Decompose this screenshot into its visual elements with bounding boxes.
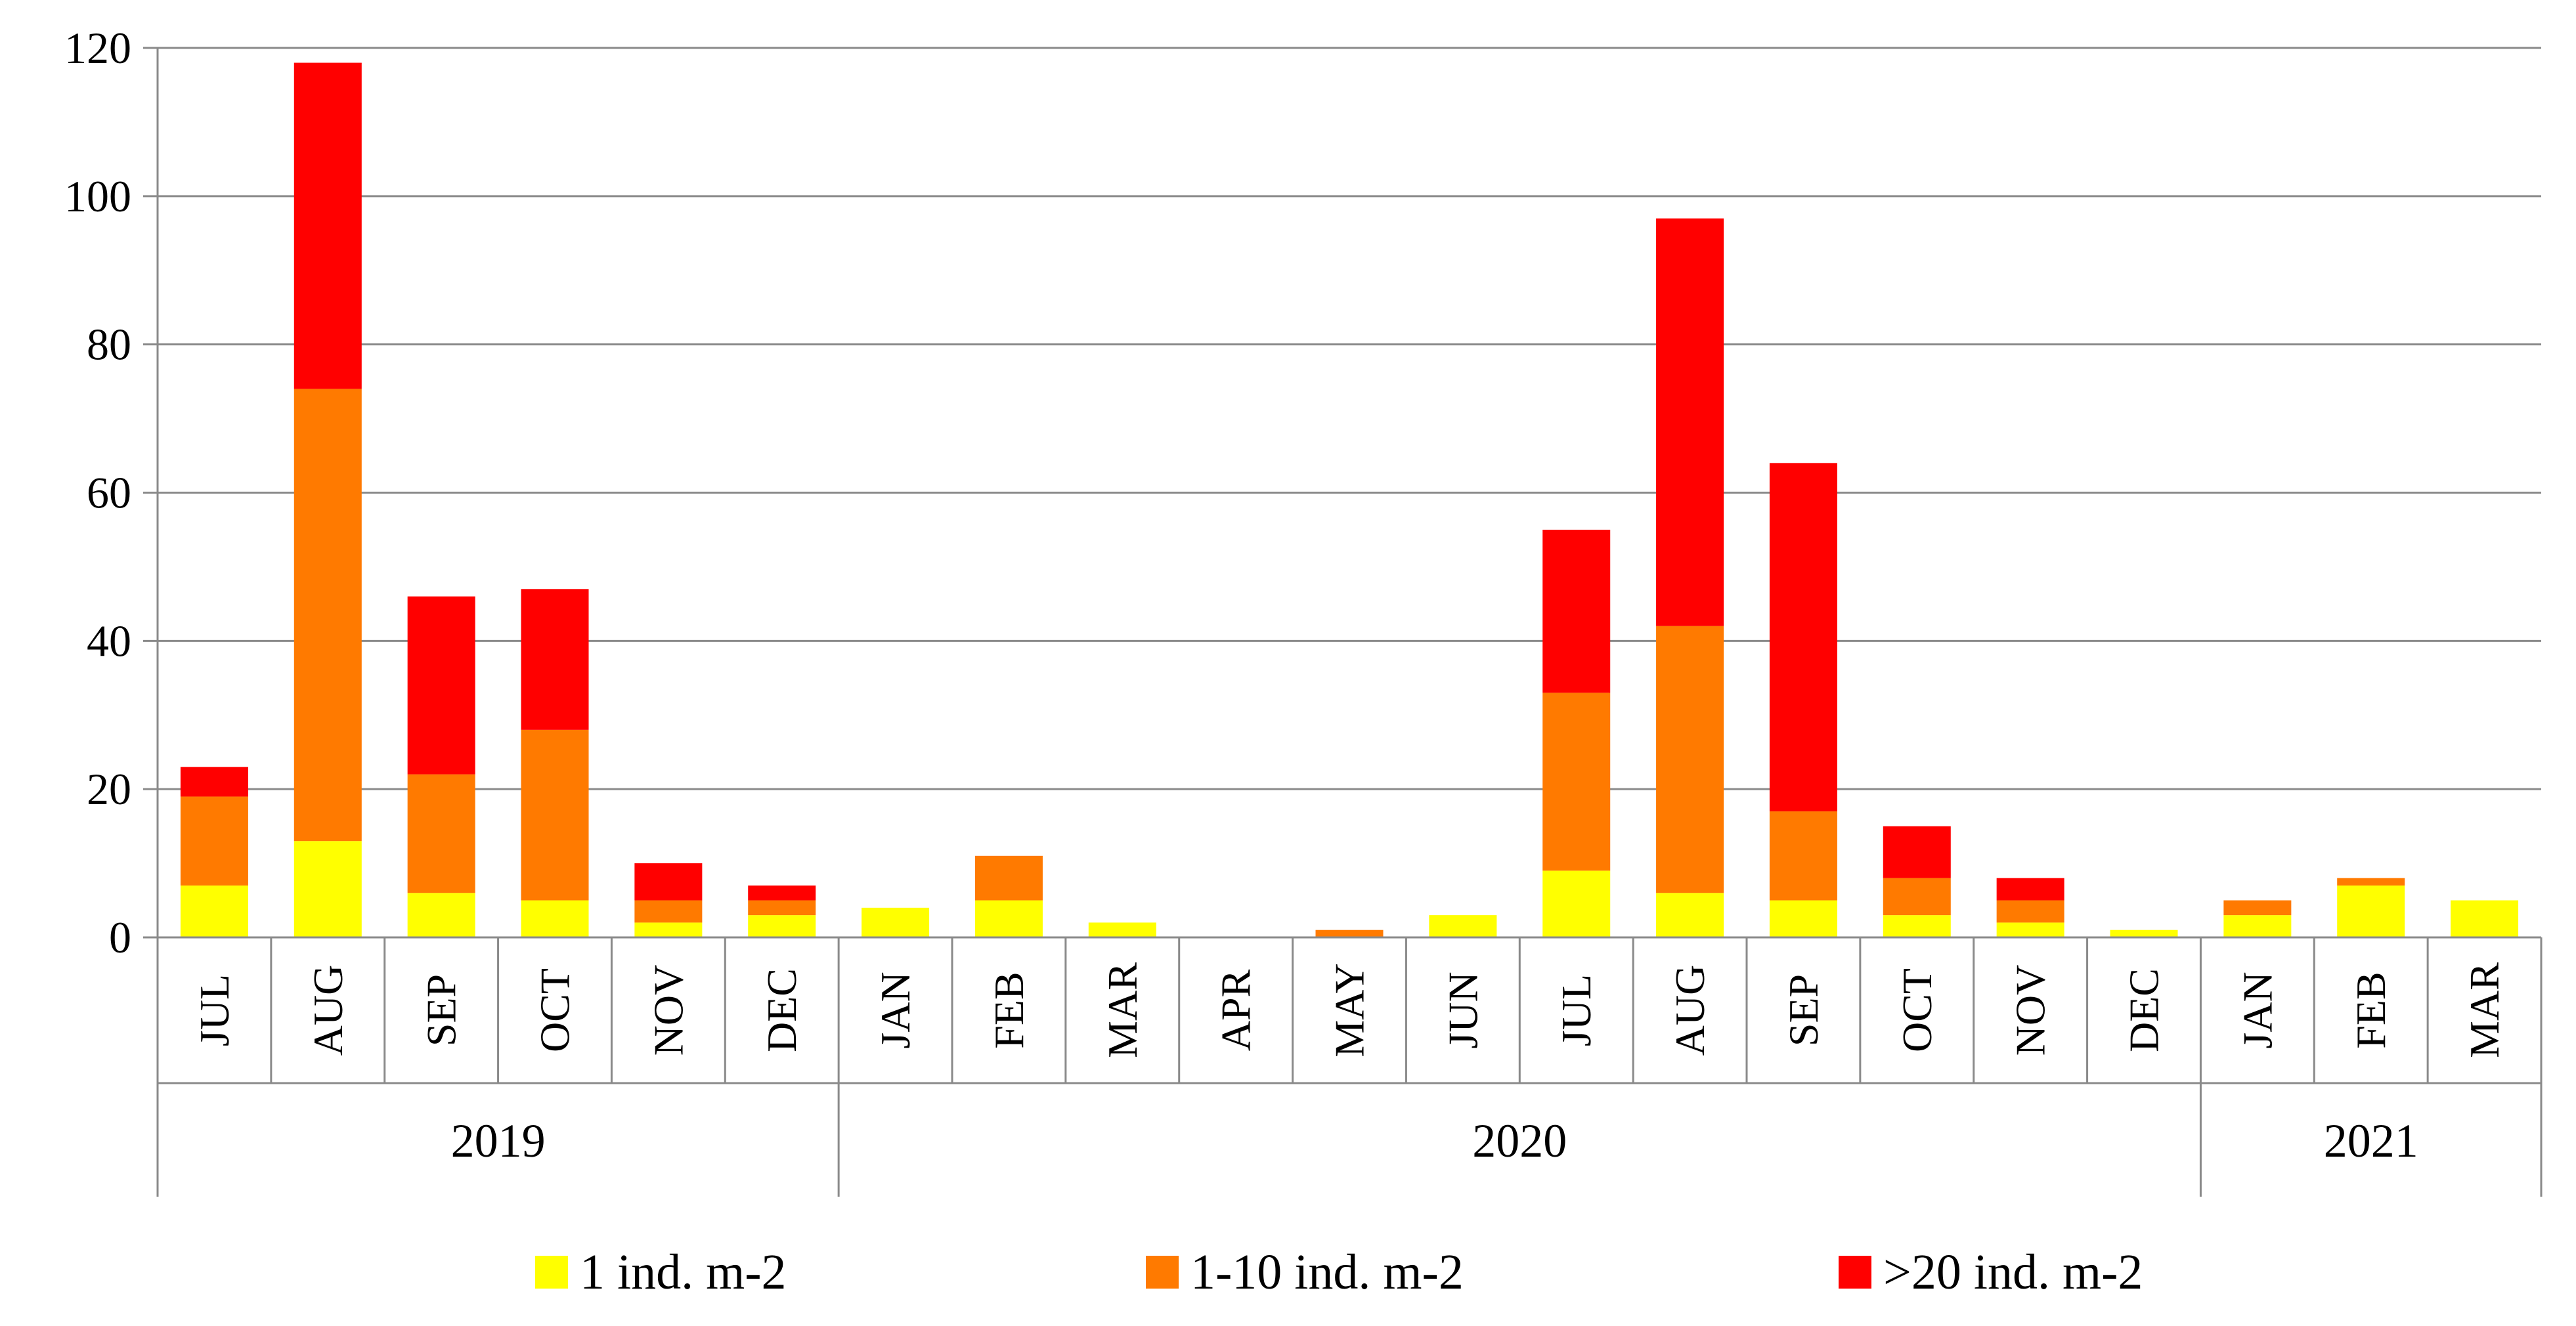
bar-segment bbox=[862, 907, 930, 937]
x-tick-label: NOV bbox=[645, 965, 691, 1056]
bar-segment bbox=[1883, 878, 1951, 916]
x-tick-label: NOV bbox=[2007, 965, 2054, 1056]
legend-item: >20 ind. m-2 bbox=[1839, 1245, 2143, 1300]
bar-segment bbox=[1769, 463, 1837, 812]
bar-segment bbox=[1883, 915, 1951, 937]
bar-segment bbox=[294, 389, 362, 842]
y-axis: 0 20 40 60 80 100 120 bbox=[64, 23, 159, 962]
x-tick-label: JUL bbox=[191, 974, 238, 1046]
y-tick-label: 60 bbox=[87, 468, 131, 518]
year-label: 2021 bbox=[2324, 1115, 2418, 1167]
bar-segment bbox=[521, 900, 589, 937]
bar-segment bbox=[1088, 922, 1156, 937]
bar-segment bbox=[1996, 878, 2064, 901]
y-tick-label: 20 bbox=[87, 764, 131, 814]
bar-segment bbox=[634, 863, 703, 901]
bar-segment bbox=[634, 922, 703, 937]
bar-segment bbox=[1996, 900, 2064, 923]
bar-segment bbox=[1542, 870, 1611, 937]
bar-segment bbox=[180, 885, 248, 937]
y-tick-label: 0 bbox=[109, 912, 131, 962]
bar-segment bbox=[180, 796, 248, 886]
x-tick-label: AUG bbox=[305, 965, 351, 1056]
bar-segment bbox=[294, 62, 362, 389]
legend-label: >20 ind. m-2 bbox=[1883, 1245, 2143, 1300]
x-axis: JUL AUG SEP OCT NOV DEC JAN FEB MAR APR MAY JUN JUL A… bbox=[156, 936, 2543, 1197]
x-tick-label: MAY bbox=[1326, 963, 1373, 1057]
y-tick-label: 80 bbox=[87, 320, 131, 370]
y-tick-label: 120 bbox=[64, 23, 131, 73]
year-label: 2020 bbox=[1472, 1115, 1567, 1167]
bar-segment bbox=[2223, 900, 2292, 916]
x-tick-label: SEP bbox=[1780, 974, 1827, 1046]
bar-segment bbox=[1769, 811, 1837, 901]
bar-segment bbox=[1656, 218, 1724, 626]
bar-segment bbox=[407, 893, 475, 937]
x-tick-label: JUL bbox=[1553, 974, 1600, 1046]
bar-segment bbox=[1656, 626, 1724, 893]
x-tick-label: FEB bbox=[2347, 972, 2394, 1048]
x-tick-label: DEC bbox=[2121, 968, 2168, 1052]
bar-segment bbox=[1656, 893, 1724, 937]
bar-segment bbox=[521, 589, 589, 730]
x-tick-label: MAR bbox=[2461, 962, 2508, 1058]
bar-segment bbox=[1996, 922, 2064, 937]
x-tick-label: SEP bbox=[418, 974, 465, 1046]
bar-segment bbox=[407, 596, 475, 775]
bars bbox=[180, 62, 2519, 937]
bar-segment bbox=[180, 767, 248, 797]
bar-segment bbox=[634, 900, 703, 923]
bar-segment bbox=[1883, 826, 1951, 878]
x-tick-label: JAN bbox=[872, 972, 919, 1048]
x-tick-label: OCT bbox=[1894, 968, 1940, 1052]
legend-swatch bbox=[1839, 1256, 1871, 1289]
bar-segment bbox=[1542, 693, 1611, 871]
bar-segment bbox=[521, 729, 589, 901]
bar-segment bbox=[1315, 930, 1384, 937]
legend-swatch bbox=[1146, 1256, 1179, 1289]
bar-segment bbox=[2451, 900, 2519, 937]
x-tick-label: AUG bbox=[1667, 965, 1713, 1056]
bar-segment bbox=[294, 841, 362, 937]
legend-label: 1-10 ind. m-2 bbox=[1190, 1245, 1464, 1300]
x-tick-label: FEB bbox=[986, 972, 1032, 1048]
bar-segment bbox=[407, 774, 475, 893]
y-tick-label: 100 bbox=[64, 171, 131, 221]
x-tick-label: JAN bbox=[2234, 972, 2281, 1048]
year-label: 2019 bbox=[451, 1115, 546, 1167]
bar-segment bbox=[2337, 878, 2405, 886]
bar-segment bbox=[2223, 915, 2292, 937]
bar-segment bbox=[974, 855, 1043, 901]
bar-segment bbox=[748, 885, 816, 901]
x-tick-label: MAR bbox=[1099, 962, 1146, 1058]
bar-segment bbox=[974, 900, 1043, 937]
y-tick-label: 40 bbox=[87, 616, 131, 666]
bar-segment bbox=[748, 900, 816, 916]
gridlines bbox=[158, 47, 2541, 790]
x-tick-label: APR bbox=[1213, 969, 1259, 1051]
x-tick-label: DEC bbox=[758, 968, 805, 1052]
bar-segment bbox=[2110, 930, 2178, 937]
bar-segment bbox=[1769, 900, 1837, 937]
x-tick-label: JUN bbox=[1439, 972, 1486, 1048]
legend: 1 ind. m-2 1-10 ind. m-2 >20 ind. m-2 bbox=[535, 1245, 2143, 1300]
bar-segment bbox=[748, 915, 816, 937]
legend-label: 1 ind. m-2 bbox=[580, 1245, 787, 1300]
legend-item: 1-10 ind. m-2 bbox=[1146, 1245, 1464, 1300]
legend-item: 1 ind. m-2 bbox=[535, 1245, 787, 1300]
bar-segment bbox=[1429, 915, 1497, 937]
x-tick-label: OCT bbox=[532, 968, 579, 1052]
legend-swatch bbox=[535, 1256, 568, 1289]
bar-segment bbox=[1542, 529, 1611, 693]
bar-segment bbox=[2337, 885, 2405, 937]
